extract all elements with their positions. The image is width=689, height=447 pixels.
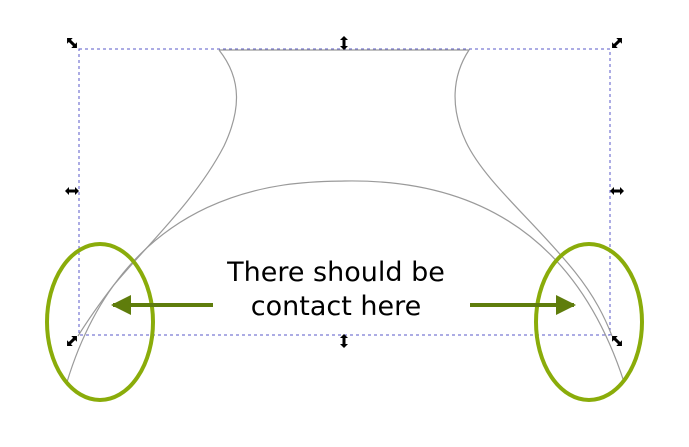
annotation-text: There should be contact here [186, 256, 486, 324]
scale-handle-ne-icon[interactable] [609, 35, 625, 51]
scale-handle-sw-icon[interactable] [64, 333, 80, 349]
scale-handle-n-icon[interactable] [340, 36, 348, 50]
annotation-line-1: There should be [227, 257, 445, 288]
annotation-line-2: contact here [250, 291, 422, 322]
highlight-ellipse-right [534, 242, 644, 402]
highlight-ellipse-left [45, 242, 155, 402]
scale-handle-nw-icon[interactable] [64, 35, 80, 51]
scale-handle-w-icon[interactable] [65, 187, 79, 195]
scale-handle-se-icon[interactable] [609, 333, 625, 349]
scale-handle-e-icon[interactable] [610, 187, 624, 195]
vase-shape-path[interactable] [77, 49, 613, 337]
arc-shape-path[interactable] [66, 180, 625, 383]
scale-handle-s-icon[interactable] [340, 334, 348, 348]
